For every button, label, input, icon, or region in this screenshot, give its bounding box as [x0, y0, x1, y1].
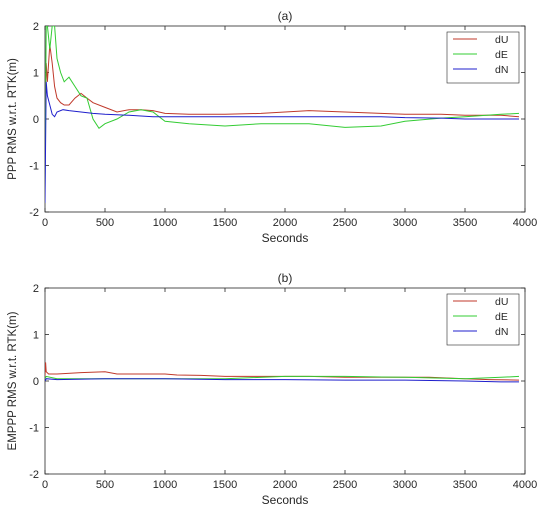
x-tick-label: 1500	[213, 217, 237, 229]
x-tick-label: 3000	[393, 217, 417, 229]
y-axis-label: EMPPP RMS w.r.t. RTK(m)	[7, 311, 19, 450]
legend: dU dE dN	[446, 31, 520, 84]
chart-panel-2: 0 500 1000 1500 2000 2500 3000 3500 4000 -2 -1 0 1 2 (…	[7, 271, 537, 507]
y-tick-label: -1	[29, 423, 39, 435]
legend-label: dE	[495, 311, 508, 323]
series-line-de	[45, 375, 520, 380]
plot-area	[44, 25, 526, 213]
chart-panel-1: 0 500 1000 1500 2000 2500 3000 3500 4000 -2 -1 0 1 2 (…	[7, 9, 537, 245]
x-tick-label: 0	[42, 479, 48, 491]
series-line-de	[45, 26, 520, 189]
chart-title: (b)	[278, 271, 293, 285]
legend-label: dN	[495, 64, 508, 76]
legend-box	[446, 31, 520, 84]
legend-label: dU	[495, 34, 508, 46]
series-group	[45, 362, 520, 383]
y-tick-label: 2	[33, 21, 39, 33]
y-tick-label: 0	[33, 114, 39, 126]
x-tick-label: 0	[42, 217, 48, 229]
chart-title: (a)	[278, 9, 293, 23]
y-tick-label: -2	[29, 207, 39, 219]
x-tick-label: 2000	[273, 217, 297, 229]
x-tick-label: 3500	[453, 217, 477, 229]
x-tick-label: 4000	[513, 217, 537, 229]
x-tick-label: 500	[96, 479, 114, 491]
y-tick-label: 1	[33, 330, 39, 342]
series-group	[45, 26, 520, 203]
x-tick-label: 4000	[513, 479, 537, 491]
x-tick-label: 1500	[213, 479, 237, 491]
legend-box	[446, 293, 520, 346]
x-tick-label: 2000	[273, 479, 297, 491]
y-tick-label: 0	[33, 376, 39, 388]
x-tick-label: 3500	[453, 479, 477, 491]
legend-label: dN	[495, 326, 508, 338]
x-tick-label: 3000	[393, 479, 417, 491]
legend-label: dU	[495, 296, 508, 308]
x-axis-label: Seconds	[262, 493, 309, 507]
y-axis-label: PPP RMS w.r.t. RTK(m)	[7, 58, 19, 180]
series-line-du	[45, 44, 520, 118]
series-line-dn	[45, 378, 519, 383]
y-tick-label: 2	[33, 283, 39, 295]
x-tick-label: 500	[96, 217, 114, 229]
x-tick-label: 2500	[333, 479, 357, 491]
y-tick-label: -1	[29, 161, 39, 173]
x-axis-label: Seconds	[262, 231, 309, 245]
legend-label: dE	[495, 49, 508, 61]
x-tick-label: 2500	[333, 217, 357, 229]
x-tick-label: 1000	[153, 479, 177, 491]
x-tick-label: 1000	[153, 217, 177, 229]
y-tick-label: -2	[29, 469, 39, 481]
series-line-dn	[45, 81, 519, 203]
y-tick-label: 1	[33, 68, 39, 80]
legend: dU dE dN	[446, 293, 520, 346]
